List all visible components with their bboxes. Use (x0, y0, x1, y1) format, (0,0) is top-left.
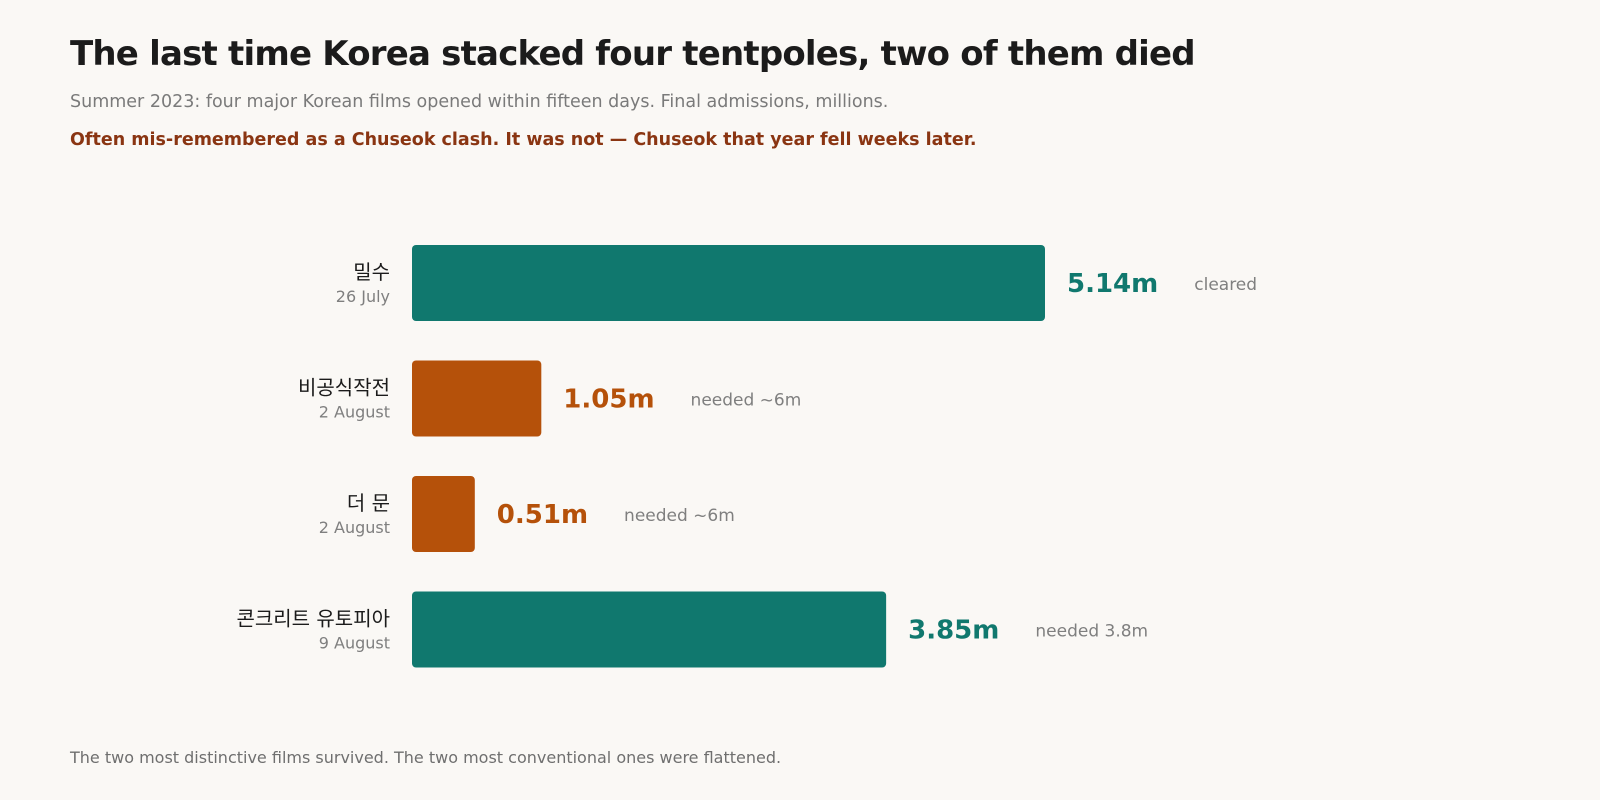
release-date-label: 2 August (319, 403, 390, 422)
category-label: 콘크리트 유토피아 (236, 607, 390, 631)
release-date-label: 2 August (319, 518, 390, 537)
value-label: 3.85m (908, 616, 999, 646)
value-label: 1.05m (563, 385, 654, 415)
bar (412, 591, 887, 668)
category-label: 밀수 (353, 260, 390, 284)
chart-subtitle: Summer 2023: four major Korean films ope… (70, 92, 889, 112)
value-label: 0.51m (497, 500, 588, 530)
bar-row: 콘크리트 유토피아 9 August 3.85m needed 3.8m (236, 591, 1148, 668)
bar-row: 비공식작전 2 August 1.05m needed ~6m (298, 360, 802, 437)
release-date-label: 26 July (336, 287, 390, 306)
release-date-label: 9 August (319, 634, 390, 653)
status-label: cleared (1194, 275, 1257, 295)
category-label: 더 문 (347, 491, 390, 515)
bar (412, 476, 475, 552)
bar-row: 더 문 2 August 0.51m needed ~6m (319, 476, 735, 552)
status-label: needed ~6m (691, 391, 802, 411)
status-label: needed ~6m (624, 506, 735, 526)
status-label: needed 3.8m (1035, 622, 1148, 642)
chart-note: Often mis-remembered as a Chuseok clash.… (70, 130, 977, 150)
bar-row: 밀수 26 July 5.14m cleared (336, 245, 1257, 321)
bar (412, 360, 542, 437)
chart-title: The last time Korea stacked four tentpol… (70, 34, 1196, 74)
value-label: 5.14m (1067, 269, 1158, 299)
chart-footnote: The two most distinctive films survived.… (70, 748, 782, 767)
category-label: 비공식작전 (298, 376, 390, 400)
bar (412, 245, 1045, 321)
